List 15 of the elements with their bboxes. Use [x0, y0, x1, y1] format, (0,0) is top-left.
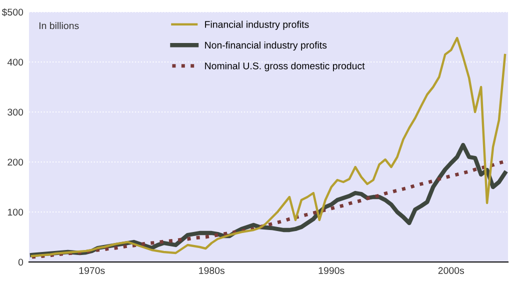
- legend-label: Financial industry profits: [205, 20, 309, 30]
- x-tick-label: 1990s: [318, 267, 344, 274]
- y-tick-label: 0: [18, 258, 24, 266]
- x-tick-label: 2000s: [438, 267, 464, 274]
- y-tick-label: 300: [8, 108, 24, 116]
- y-tick-label: $500: [2, 8, 24, 16]
- x-tick-label: 1970s: [79, 267, 105, 274]
- y-tick-label: 200: [8, 158, 24, 166]
- x-tick-label: 1980s: [199, 267, 225, 274]
- legend-label: Nominal U.S. gross domestic product: [205, 62, 365, 72]
- annotation: In billions: [39, 22, 79, 30]
- line-series: [30, 36, 506, 258]
- y-tick-label: 100: [8, 208, 24, 216]
- y-tick-label: 400: [7, 58, 24, 66]
- legend-label: Non-financial industry profits: [205, 41, 327, 51]
